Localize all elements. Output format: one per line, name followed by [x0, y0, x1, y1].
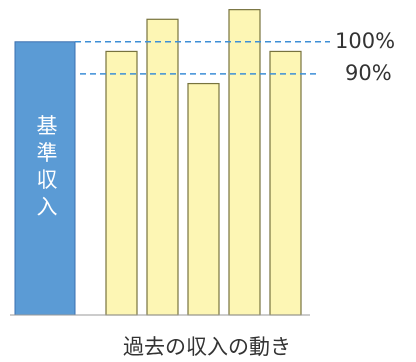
bar	[187, 82, 220, 316]
base-bar	[14, 41, 76, 316]
bar	[146, 18, 179, 316]
x-axis-label: 過去の収入の動き	[123, 335, 291, 359]
reference-label: 90%	[345, 61, 392, 85]
bar	[105, 50, 138, 316]
bar	[228, 9, 261, 316]
bar	[269, 50, 302, 316]
base-label: 基準収入	[34, 114, 58, 222]
reference-label: 100%	[335, 29, 395, 53]
